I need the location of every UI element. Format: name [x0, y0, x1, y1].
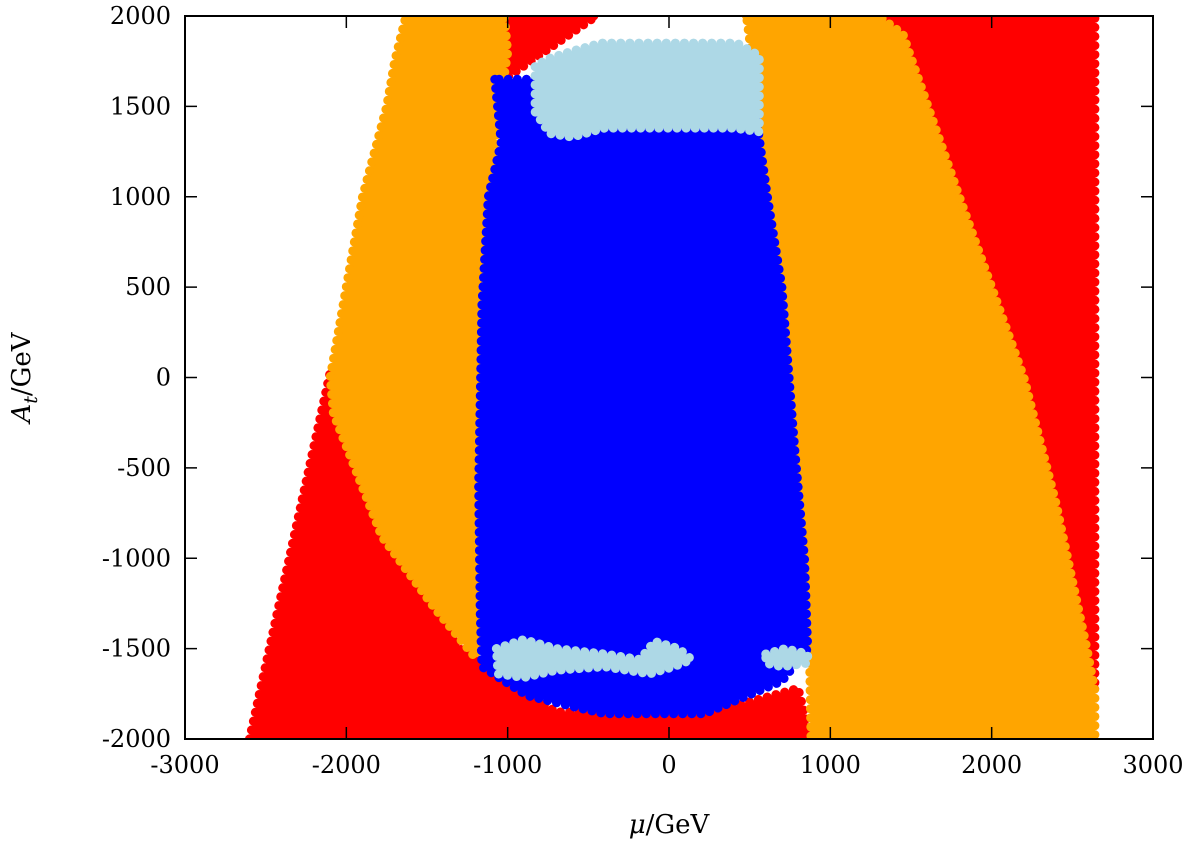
y-tick-label: -500: [117, 454, 171, 482]
scatter-region-3-2: [761, 644, 813, 672]
x-tick-label: -3000: [150, 751, 219, 779]
x-tick-label: 3000: [1122, 751, 1183, 779]
y-tick-label: 1000: [110, 183, 171, 211]
x-axis-label: μ/GeV: [629, 810, 711, 840]
x-tick-labels: -3000 -2000 -1000 0 1000 2000 3000: [150, 751, 1183, 779]
y-tick-label: -1000: [102, 544, 171, 572]
y-tick-label: -1500: [102, 635, 171, 663]
scatter-regions: [245, 16, 1100, 739]
axis-ticks: [184, 15, 1154, 740]
y-tick-label: -2000: [102, 725, 171, 753]
y-axis-label: At/GeV: [7, 331, 42, 424]
scatter-region-3-1: [491, 635, 697, 682]
x-tick-label: -1000: [473, 751, 542, 779]
y-tick-label: 2000: [110, 2, 171, 30]
x-tick-label: -2000: [312, 751, 381, 779]
x-tick-label: 2000: [961, 751, 1022, 779]
scatter-region-3-0: [530, 38, 764, 142]
y-tick-label: 0: [156, 364, 171, 392]
x-tick-label: 0: [661, 751, 676, 779]
y-tick-labels: -2000 -1500 -1000 -500 0 500 1000 1500 2000: [102, 2, 171, 753]
x-tick-label: 1000: [800, 751, 861, 779]
scatter-region-2-0: [474, 74, 813, 719]
y-tick-label: 500: [125, 273, 171, 301]
y-tick-label: 1500: [110, 92, 171, 120]
